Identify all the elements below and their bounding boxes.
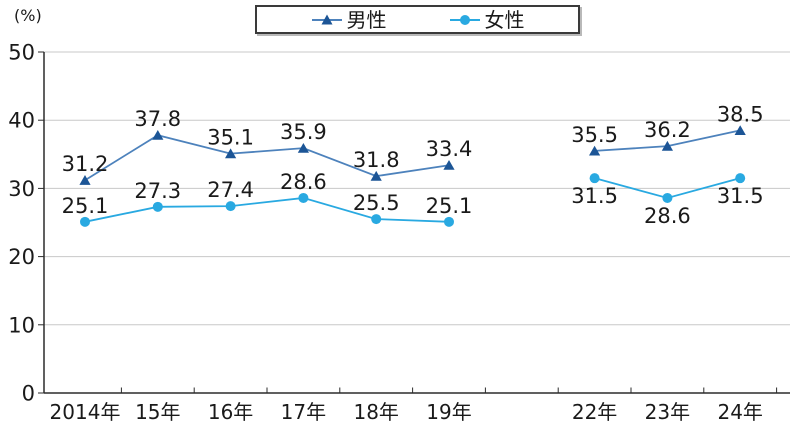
legend-label-male: 男性 [346, 7, 387, 32]
legend-item-male: 男性 [311, 10, 387, 30]
data-point-女性-7 [589, 173, 600, 184]
x-tick-label-24年: 24年 [717, 400, 762, 424]
data-label-男性-5: 33.4 [426, 137, 473, 161]
data-label-女性-4: 25.5 [353, 191, 400, 215]
y-tick-label-10: 10 [8, 313, 35, 337]
legend-label-female: 女性 [484, 7, 525, 32]
x-tick-label-22年: 22年 [572, 400, 617, 424]
data-label-男性-1: 37.8 [134, 107, 181, 131]
female-series-swatch [449, 14, 480, 25]
x-tick-label-15年: 15年 [135, 400, 180, 424]
data-point-女性-4 [371, 214, 382, 225]
data-label-男性-0: 31.2 [62, 152, 109, 176]
data-point-男性-2 [225, 148, 237, 159]
data-point-男性-4 [370, 170, 382, 181]
series-line-男性 [84, 134, 450, 181]
data-label-男性-3: 35.9 [280, 120, 327, 144]
data-point-女性-8 [662, 192, 673, 203]
legend-item-female: 女性 [449, 10, 525, 30]
data-point-女性-5 [444, 216, 454, 227]
data-label-男性-8: 36.2 [644, 118, 691, 142]
data-label-女性-5: 25.1 [426, 194, 473, 218]
data-label-女性-0: 25.1 [62, 194, 109, 218]
x-tick-label-2014年: 2014年 [50, 400, 121, 424]
data-label-女性-8: 28.6 [644, 204, 691, 228]
data-point-女性-0 [80, 216, 90, 227]
y-tick-label-0: 0 [22, 382, 35, 406]
data-label-女性-3: 28.6 [280, 170, 327, 194]
female-circle-marker-icon [459, 14, 470, 25]
data-label-女性-1: 27.3 [134, 179, 181, 203]
data-label-男性-4: 31.8 [353, 148, 400, 172]
data-label-女性-2: 27.4 [207, 178, 254, 202]
data-point-男性-7 [589, 145, 601, 156]
data-point-女性-1 [152, 201, 163, 212]
data-point-女性-3 [298, 192, 309, 203]
data-label-男性-9: 38.5 [717, 102, 764, 126]
data-point-女性-9 [735, 173, 746, 184]
y-tick-label-40: 40 [8, 109, 35, 133]
data-label-女性-9: 31.5 [717, 184, 764, 208]
y-tick-label-50: 50 [8, 41, 35, 65]
data-point-男性-8 [661, 140, 673, 151]
y-axis-unit-label: (%) [14, 6, 42, 25]
data-point-男性-5 [443, 160, 455, 170]
data-point-男性-9 [734, 125, 746, 136]
x-tick-label-19年: 19年 [426, 400, 471, 424]
series-line-女性 [84, 197, 450, 223]
male-series-swatch [311, 14, 342, 24]
y-tick-label-30: 30 [8, 177, 35, 201]
legend: 男性 女性 [255, 5, 580, 34]
x-tick-label-23年: 23年 [645, 400, 690, 424]
data-label-男性-7: 35.5 [571, 123, 618, 147]
data-label-男性-2: 35.1 [207, 126, 254, 150]
data-point-男性-3 [297, 142, 309, 153]
x-tick-label-16年: 16年 [208, 400, 253, 424]
y-tick-label-20: 20 [8, 245, 35, 269]
data-point-男性-1 [152, 130, 164, 140]
male-triangle-marker-icon [321, 14, 332, 24]
data-point-女性-2 [225, 201, 236, 212]
x-tick-label-17年: 17年 [281, 400, 326, 424]
data-label-女性-7: 31.5 [571, 184, 618, 208]
x-tick-label-18年: 18年 [353, 400, 398, 424]
data-point-男性-0 [79, 175, 91, 185]
